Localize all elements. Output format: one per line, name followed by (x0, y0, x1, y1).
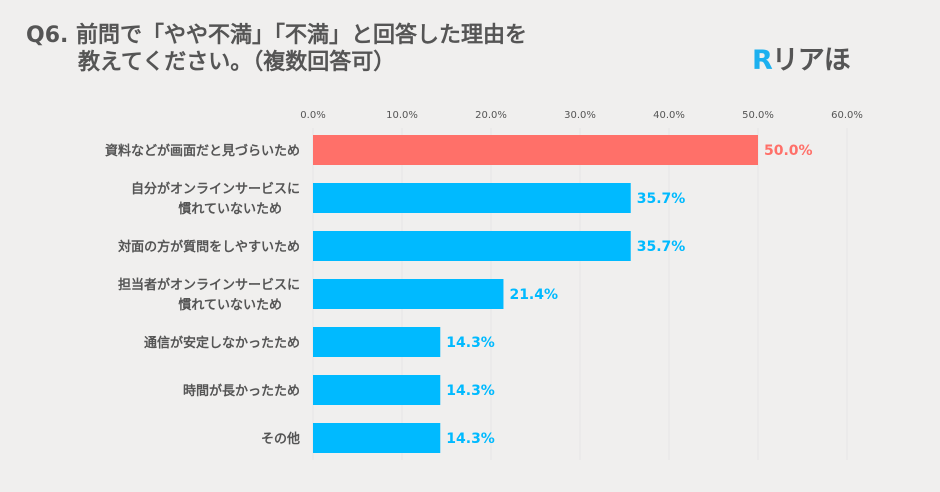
x-tick-label: 10.0% (386, 110, 418, 121)
category-label: 担当者がオンラインサービスに慣れていないため (118, 277, 300, 313)
bar (313, 183, 631, 213)
title-line-2: 教えてください。（複数回答可） (78, 50, 396, 75)
x-tick-label: 20.0% (475, 110, 507, 121)
bar (313, 279, 504, 309)
bar (313, 231, 631, 261)
data-label: 21.4% (509, 287, 558, 303)
data-label: 35.7% (637, 239, 686, 255)
data-label: 14.3% (446, 335, 495, 351)
data-label: 35.7% (637, 191, 686, 207)
bar (313, 375, 441, 405)
category-label: その他 (261, 431, 300, 447)
x-tick-label: 40.0% (653, 110, 685, 121)
x-tick-label: 0.0% (300, 110, 325, 121)
data-label: 14.3% (446, 383, 495, 399)
category-label: 時間が長かったため (183, 383, 300, 399)
chart-title: Q6. 前問で「やや不満」「不満」と回答した理由を 教えてください。（複数回答可… (26, 22, 527, 76)
logo: Rリアほ (752, 45, 851, 76)
x-tick-label: 50.0% (742, 110, 774, 121)
data-label: 50.0% (764, 143, 813, 159)
x-tick-label: 60.0% (831, 110, 863, 121)
x-tick-label: 30.0% (564, 110, 596, 121)
bar (313, 135, 758, 165)
bar (313, 423, 441, 453)
category-label: 通信が安定しなかったため (144, 335, 300, 351)
title-line-1: Q6. 前問で「やや不満」「不満」と回答した理由を (26, 23, 528, 48)
category-label: 対面の方が質問をしやすいため (117, 239, 300, 255)
bar (313, 327, 441, 357)
category-label: 資料などが画面だと見づらいため (105, 143, 300, 159)
data-label: 14.3% (446, 431, 495, 447)
category-label: 自分がオンラインサービスに慣れていないため (131, 181, 300, 217)
